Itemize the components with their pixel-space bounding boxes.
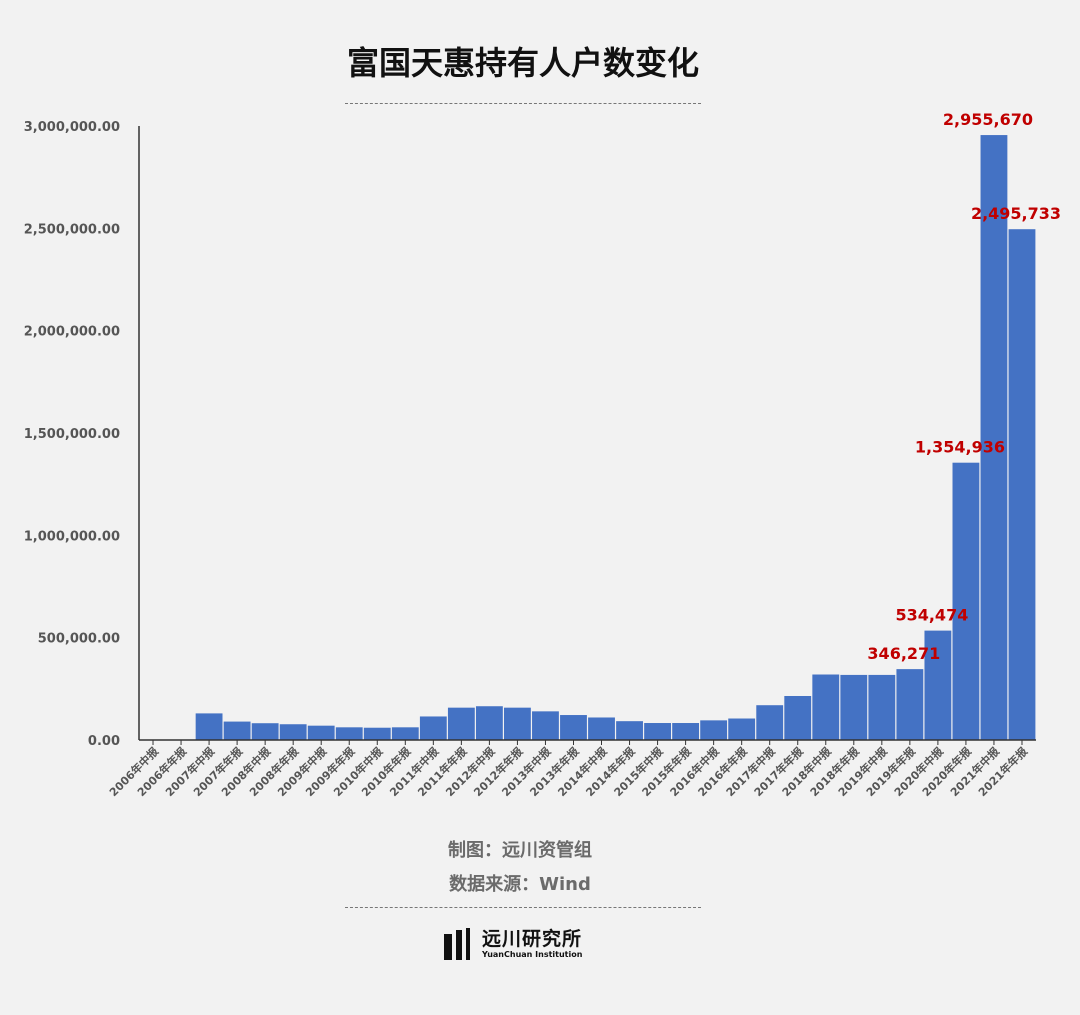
- bar-17: [616, 721, 643, 740]
- bar-11: [447, 707, 475, 740]
- bar-23: [784, 695, 812, 740]
- data-label: 2,955,670: [943, 110, 1033, 129]
- bar-21: [728, 718, 756, 740]
- y-tick-label: 3,000,000.00: [24, 120, 120, 135]
- bar-22: [756, 705, 784, 740]
- bar-18: [644, 723, 671, 740]
- y-tick-label: 500,000.00: [38, 632, 120, 647]
- bar-13: [504, 707, 531, 740]
- y-tick-label: 0.00: [88, 734, 120, 749]
- data-label: 2,495,733: [971, 204, 1061, 223]
- bar-31: [1008, 229, 1036, 740]
- bar-4: [251, 723, 279, 740]
- y-tick-label: 1,500,000.00: [24, 427, 120, 442]
- logo-name-cn: 远川研究所: [482, 928, 583, 950]
- bar-19: [672, 723, 700, 740]
- footer-divider: [345, 907, 701, 908]
- bar-6: [307, 725, 335, 740]
- bar-14: [532, 711, 559, 740]
- data-label: 346,271: [867, 644, 940, 663]
- title-divider: [345, 103, 701, 104]
- chart-title: 富国天惠持有人户数变化: [346, 44, 699, 82]
- bar-30: [980, 135, 1008, 740]
- bar-2: [195, 713, 223, 740]
- chart-maker-credit: 制图：远川资管组: [448, 840, 592, 861]
- bar-29: [952, 462, 980, 740]
- bar-28: [924, 630, 952, 740]
- bar-12: [475, 706, 503, 740]
- data-label: 534,474: [895, 606, 968, 625]
- data-source-credit: 数据来源：Wind: [449, 874, 591, 895]
- bar-10: [419, 716, 447, 740]
- yuanchuan-logo: 远川研究所 YuanChuan Institution: [444, 924, 624, 964]
- data-label: 1,354,936: [915, 438, 1005, 457]
- bar-3: [223, 721, 251, 740]
- y-tick-label: 2,000,000.00: [24, 325, 120, 340]
- bar-24: [812, 674, 840, 740]
- logo-bars-icon: [444, 928, 474, 960]
- bar-5: [279, 724, 307, 740]
- bar-25: [840, 674, 868, 740]
- bar-16: [588, 717, 615, 740]
- y-tick-label: 2,500,000.00: [24, 222, 120, 237]
- bar-20: [700, 720, 728, 740]
- y-tick-label: 1,000,000.00: [24, 529, 120, 544]
- bar-27: [896, 669, 924, 740]
- bar-7: [335, 727, 363, 740]
- logo-name-en: YuanChuan Institution: [482, 950, 583, 959]
- bar-8: [363, 727, 391, 740]
- bar-15: [560, 715, 587, 740]
- bar-chart: 0.00 500,000.00 1,000,000.00 1,500,000.00 2,…: [24, 110, 1061, 799]
- bar-26: [868, 674, 896, 740]
- bar-9: [391, 727, 419, 740]
